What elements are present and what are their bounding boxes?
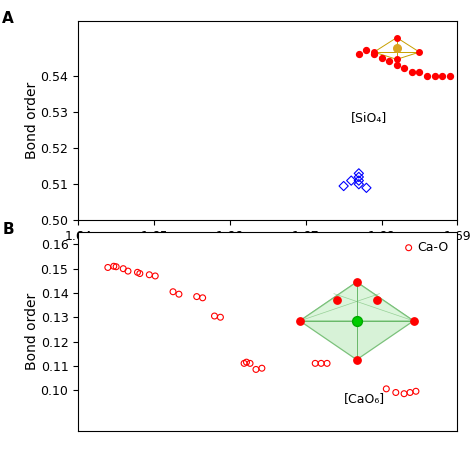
Point xyxy=(410,317,418,325)
Point xyxy=(393,45,401,52)
Point xyxy=(392,389,400,396)
Point xyxy=(416,48,423,56)
Point xyxy=(199,294,207,301)
Point xyxy=(296,317,304,325)
Point xyxy=(393,61,401,69)
Point xyxy=(217,313,224,321)
Point xyxy=(373,296,381,303)
Point xyxy=(355,177,363,184)
Point xyxy=(393,55,401,63)
Point xyxy=(340,182,347,190)
Point xyxy=(318,360,325,367)
Point xyxy=(385,57,393,65)
Point xyxy=(383,385,390,392)
Legend: Ca-O: Ca-O xyxy=(401,238,451,256)
Point xyxy=(211,312,219,320)
Point xyxy=(416,68,423,76)
Text: B: B xyxy=(2,222,14,237)
Point xyxy=(124,267,132,275)
Point xyxy=(136,270,144,277)
Point xyxy=(152,272,159,280)
Polygon shape xyxy=(300,282,414,321)
Point xyxy=(169,288,177,295)
Polygon shape xyxy=(300,282,414,360)
Point xyxy=(412,387,420,395)
Point xyxy=(355,181,363,188)
Point xyxy=(347,177,355,184)
Point xyxy=(240,360,248,367)
Point xyxy=(401,390,408,398)
Point xyxy=(408,68,416,76)
Point xyxy=(243,358,250,366)
Point xyxy=(110,263,118,270)
Point xyxy=(431,72,438,80)
Text: A: A xyxy=(2,11,14,27)
Y-axis label: Bond order: Bond order xyxy=(25,82,39,159)
Point xyxy=(401,64,408,72)
Point xyxy=(355,170,363,177)
Point xyxy=(353,356,361,364)
Point xyxy=(406,389,414,396)
Point xyxy=(104,264,112,271)
Point xyxy=(393,34,401,41)
Point xyxy=(355,50,363,58)
Point xyxy=(353,278,361,286)
Point xyxy=(363,46,370,54)
Text: [SiO₄]: [SiO₄] xyxy=(351,111,387,124)
Point xyxy=(370,50,378,58)
Point xyxy=(446,72,454,80)
Point xyxy=(353,317,361,325)
Point xyxy=(193,293,201,301)
Point xyxy=(258,365,266,372)
Y-axis label: Bond order: Bond order xyxy=(25,293,39,370)
Point xyxy=(112,263,120,271)
Point xyxy=(333,296,341,303)
Point xyxy=(370,48,378,56)
Point xyxy=(311,360,319,367)
Text: [CaO₆]: [CaO₆] xyxy=(344,392,385,406)
Point xyxy=(119,265,127,273)
Point xyxy=(175,291,183,298)
Point xyxy=(355,173,363,181)
Point xyxy=(252,365,260,373)
X-axis label: Bond length (Å): Bond length (Å) xyxy=(213,249,322,264)
Point xyxy=(246,360,254,367)
Point xyxy=(323,360,331,367)
Point xyxy=(423,72,431,80)
Point xyxy=(134,269,141,276)
Point xyxy=(378,54,385,61)
Point xyxy=(438,72,446,80)
Point xyxy=(363,184,370,191)
Point xyxy=(146,271,153,279)
